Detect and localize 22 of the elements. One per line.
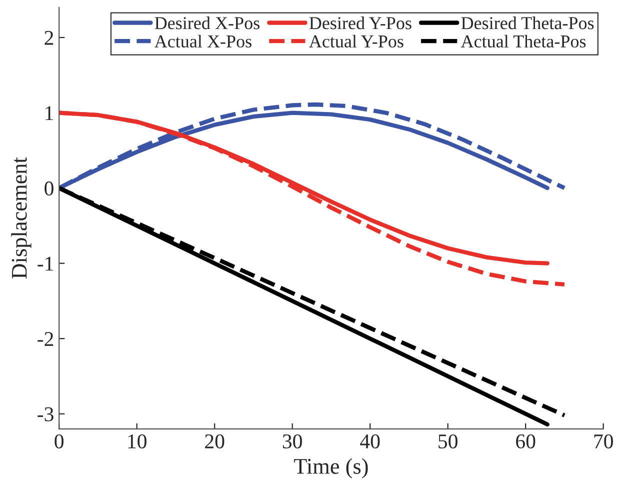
y-tick-label: -3	[38, 407, 54, 422]
x-tick-label: 60	[516, 434, 536, 448]
legend-label: Actual X-Pos	[154, 34, 252, 48]
legend-label: Actual Y-Pos	[309, 34, 404, 48]
x-axis-title: Time (s)	[294, 458, 368, 478]
legend-label: Actual Theta-Pos	[460, 34, 586, 48]
y-axis-title: Displacement	[11, 157, 32, 279]
y-tick-label: 2	[44, 30, 54, 45]
y-tick-label: 1	[46, 106, 53, 120]
x-tick-label: 40	[360, 434, 380, 448]
x-tick-label: 0	[54, 434, 64, 448]
y-tick-label: -1	[38, 256, 53, 271]
x-tick-label: 70	[594, 434, 613, 448]
legend-label: Desired X-Pos	[154, 16, 260, 30]
y-tick-label: 0	[44, 181, 54, 196]
legend-label: Desired Theta-Pos	[461, 16, 594, 30]
y-tick-label: -2	[38, 332, 54, 346]
x-tick-label: 50	[438, 434, 458, 448]
x-tick-label: 20	[205, 434, 224, 448]
x-tick-label: 10	[128, 434, 146, 448]
legend-label: Desired Y-Pos	[309, 16, 412, 30]
x-tick-label: 30	[282, 434, 302, 448]
